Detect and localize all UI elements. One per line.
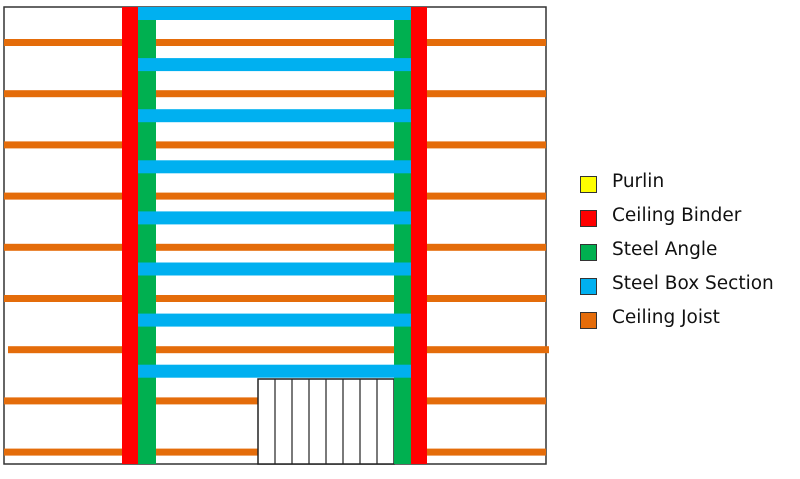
- legend-swatch-ceiling-joist: [580, 311, 597, 329]
- legend-item-steel-angle: Steel Angle: [580, 232, 774, 266]
- ceiling-joist: [8, 346, 549, 354]
- steel-box-section: [138, 364, 411, 378]
- ceiling-binder-left: [122, 7, 138, 464]
- ceiling-joist: [4, 397, 122, 405]
- ceiling-joist: [427, 397, 546, 405]
- steel-box-section: [138, 58, 411, 72]
- legend-label: Steel Angle: [612, 238, 718, 260]
- legend-label: Ceiling Joist: [612, 306, 720, 328]
- ceiling-joist: [156, 448, 258, 456]
- legend-item-steel-box-section: Steel Box Section: [580, 266, 774, 300]
- legend-swatch-steel-box-section: [580, 277, 597, 295]
- steel-angle-right: [394, 7, 411, 464]
- legend-item-ceiling-binder: Ceiling Binder: [580, 198, 774, 232]
- ceiling-joist: [4, 295, 546, 302]
- steel-box-section: [138, 211, 411, 225]
- legend-label: Purlin: [612, 170, 665, 192]
- legend-item-purlin: Purlin: [580, 164, 774, 198]
- legend-label: Ceiling Binder: [612, 204, 742, 226]
- ceiling-joist: [156, 397, 258, 405]
- legend: Purlin Ceiling Binder Steel Angle Steel …: [580, 164, 774, 334]
- legend-item-ceiling-joist: Ceiling Joist: [580, 300, 774, 334]
- ceiling-joist: [4, 90, 546, 98]
- ceiling-joist: [4, 141, 546, 149]
- steel-box-section: [138, 7, 411, 20]
- ceiling-joist: [427, 448, 546, 456]
- ceiling-joist: [4, 243, 546, 251]
- legend-swatch-steel-angle: [580, 243, 597, 261]
- ceiling-joist: [4, 39, 546, 46]
- legend-label: Steel Box Section: [612, 272, 774, 294]
- steel-box-section: [138, 109, 411, 123]
- steel-box-section: [138, 160, 411, 174]
- steel-angle-left: [138, 7, 156, 464]
- steel-box-section: [138, 262, 411, 276]
- ceiling-binder-right: [411, 7, 427, 464]
- steel-box-section: [138, 313, 411, 327]
- ceiling-joist: [4, 448, 122, 456]
- legend-swatch-purlin: [580, 175, 597, 193]
- legend-swatch-ceiling-binder: [580, 209, 597, 227]
- ceiling-joist: [4, 192, 546, 200]
